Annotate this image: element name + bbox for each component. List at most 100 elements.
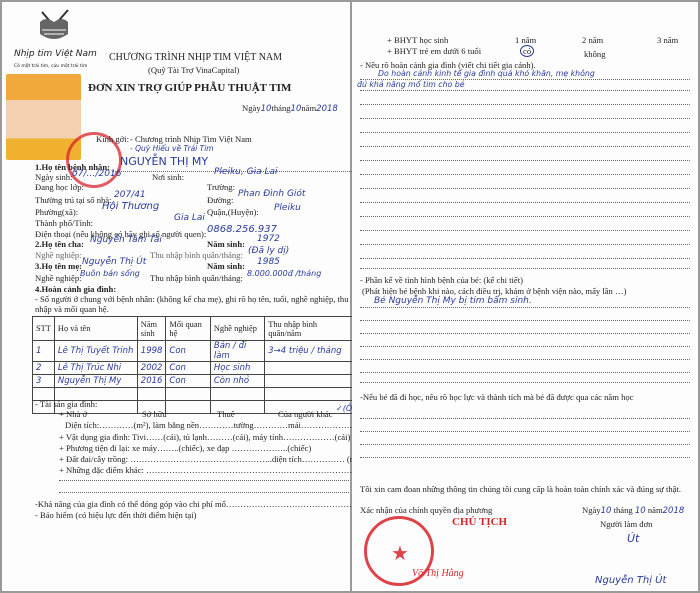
pledge-text: Tôi xin cam đoan những thông tin chúng t… — [360, 484, 682, 494]
district: Pleiku — [274, 203, 301, 213]
table-cell — [165, 387, 211, 401]
dotted-line — [360, 118, 690, 119]
dotted-line — [360, 431, 690, 432]
father-income: (Đã ly dị) — [248, 246, 290, 256]
father-name-label: 2.Họ tên cha: — [35, 239, 84, 249]
stamp-seal-icon — [66, 132, 122, 188]
situation-label: - Nêu rõ hoàn cảnh gia đình (viết chi ti… — [360, 60, 536, 70]
rent-option: Thuê — [217, 409, 235, 419]
table-cell: 3→4 triệu / tháng — [264, 340, 354, 362]
right-page: + BHYT học sinh 1 năm 2 năm 3 năm + BHYT… — [352, 0, 700, 593]
table-cell — [136, 387, 167, 401]
left-page: Nhịp tim Việt Nam Có một trái tim, cứu m… — [0, 0, 404, 593]
dotted-line — [360, 372, 690, 373]
birthplace-label: Nơi sinh: — [152, 172, 184, 182]
ward: Hội Thương — [102, 201, 160, 212]
table-cell: Con — [165, 340, 211, 362]
form-title: ĐƠN XIN TRỢ GIÚP PHẪU THUẬT TIM — [88, 82, 292, 94]
district-label: Quận,(Huyện): — [207, 207, 259, 217]
bhyt-student: + BHYT học sinh — [387, 35, 449, 45]
table-cell — [209, 387, 266, 401]
chairman-name: Võ Thị Hằng — [412, 568, 464, 579]
dotted-line — [360, 174, 690, 175]
table-cell: 1998 — [136, 340, 167, 362]
dotted-line — [360, 258, 690, 259]
other-features-line: + Những đặc điểm khác: ……………………………………………… — [59, 465, 353, 475]
dotted-line — [360, 346, 690, 347]
dotted-line — [360, 457, 690, 458]
assets-label: - Tài sản gia đình: — [35, 399, 98, 409]
school-label: -Nếu bé đã đi học, nêu rõ học lực và thà… — [360, 392, 634, 402]
father-income-label: Thu nhập bình quân/tháng: — [150, 250, 243, 260]
table-cell: 3 — [32, 374, 55, 388]
table-cell — [264, 374, 354, 388]
family-heading: 4.Hoàn cảnh gia đình: — [35, 284, 117, 294]
option-yes-circled: có — [520, 45, 535, 57]
option-no: không — [584, 49, 606, 59]
local-confirm-label: Xác nhận của chính quyền địa phương — [360, 505, 493, 515]
table-cell: Học sinh — [209, 361, 266, 375]
others-option: Của người khác — [278, 409, 333, 419]
dotted-line — [360, 320, 690, 321]
address-number: 207/41 — [114, 190, 146, 200]
table-cell — [264, 387, 354, 401]
dotted-line — [360, 160, 690, 161]
family-intro: - Số người ở chung với bệnh nhân: (không… — [35, 294, 349, 304]
table-header: STT — [32, 316, 55, 341]
mother-year: 1985 — [257, 257, 280, 267]
fund-subtitle: (Quỹ Tài Trợ VinaCapital) — [148, 65, 240, 75]
table-row: 2 Lê Thị Trúc Nhi 2002 Con Học sinh — [32, 361, 354, 375]
mother-name-label: 3.Họ tên mẹ: — [35, 261, 83, 271]
family-intro-continued: nhập và mối quan hệ. — [35, 304, 109, 314]
dotted-line — [360, 230, 690, 231]
table-cell: Nguyễn Thị My — [53, 374, 138, 388]
dotted-line — [360, 90, 690, 91]
dotted-line — [360, 382, 690, 383]
illness-hint: (Phát hiện bé bệnh khi nào, cách điều tr… — [362, 286, 627, 296]
dotted-line — [360, 202, 690, 203]
table-header: Thu nhập bình quân/năm — [264, 316, 354, 341]
table-cell: 2 — [32, 361, 55, 375]
household-table: STT Họ và tên Năm sinh Mối quan hệ Nghề nghi… — [32, 316, 354, 414]
father-job-label: Nghề nghiệp: — [35, 250, 82, 260]
city-label: Thành phố/Tỉnh: — [35, 218, 93, 228]
addressee-line1: - Chương trình Nhịp Tim Việt Nam — [130, 134, 252, 144]
area-line: Diện tích:…………(m²), làm bằng nền…………tườn… — [65, 420, 353, 430]
table-row — [32, 400, 354, 414]
table-row: 1 Lê Thị Tuyết Trinh 1998 Con Bán / đi làm 3→… — [32, 340, 354, 362]
father-name: Nguyễn Tâm Tài — [90, 235, 162, 245]
dotted-line — [360, 104, 690, 105]
logo-brand: Nhịp tim Việt Nam — [14, 49, 97, 59]
phone-label: Điện thoại (nếu không có hãy ghi số ngườ… — [35, 229, 207, 239]
mother-name: Nguyễn Thị Út — [82, 257, 147, 267]
option-2-years: 2 năm — [582, 35, 604, 45]
street: Phan Đình Giót — [238, 189, 306, 199]
table-cell: Bán / đi làm — [209, 340, 266, 362]
mother-job-label: Nghề nghiệp: — [35, 273, 82, 283]
appliances-line: + Vật dụng gia đình: Tivi……(cái), tủ lạn… — [59, 432, 351, 442]
table-cell — [209, 400, 266, 414]
dotted-line — [360, 146, 690, 147]
drum-heart-logo-icon — [36, 8, 72, 44]
applicant-label: Người làm đơn — [600, 519, 653, 529]
applicant-name: Nguyễn Thị Út — [595, 575, 667, 586]
option-1-year: 1 năm — [515, 35, 537, 45]
house-label: + Nhà ở — [59, 409, 88, 419]
dotted-line — [360, 79, 690, 80]
form-date: Ngày10tháng10năm2018 — [242, 103, 338, 114]
insurance-line: - Bảo hiểm (có hiệu lực đến thời điểm hi… — [35, 510, 197, 520]
street-label: Đường: — [207, 195, 234, 205]
table-cell: Lê Thị Tuyết Trinh — [53, 340, 138, 362]
contribution-line: -Khả năng của gia đình có thể đóng góp v… — [35, 499, 355, 509]
chairman-title: CHỦ TỊCH — [452, 516, 508, 528]
table-cell: 2016 — [136, 374, 167, 388]
mother-job: Buôn bán sống — [80, 269, 140, 278]
dotted-line — [360, 268, 690, 269]
table-cell: Lê Thị Trúc Nhi — [53, 361, 138, 375]
table-header: Mối quan hệ — [165, 316, 211, 341]
addressee-label: Kính gởi: — [96, 134, 129, 144]
dotted-line — [360, 418, 690, 419]
table-header: Nghề nghiệp — [209, 316, 266, 341]
table-cell: Còn nhỏ — [209, 374, 266, 388]
applicant-signature: Út — [627, 532, 640, 545]
